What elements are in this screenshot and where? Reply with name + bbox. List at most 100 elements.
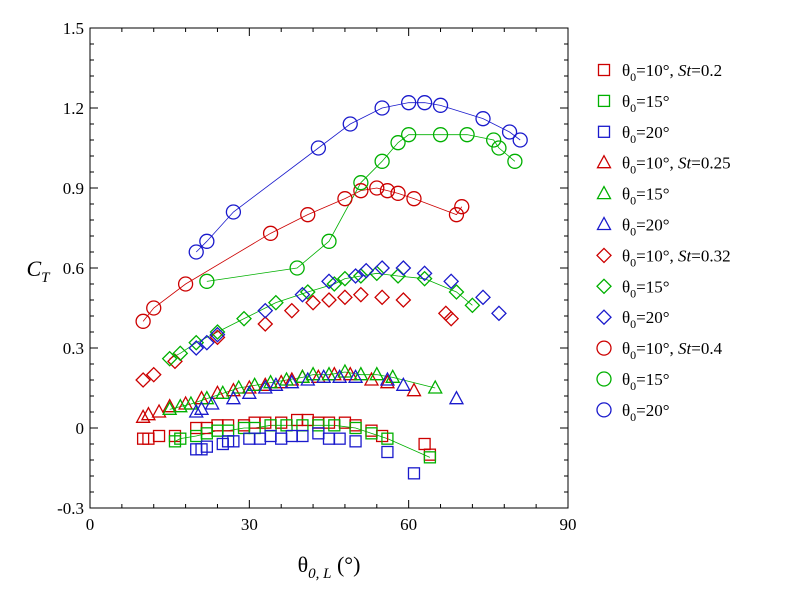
x-tick-label: 90: [560, 515, 577, 534]
data-point: [432, 127, 449, 143]
data-point: [300, 207, 316, 223]
data-point: [432, 97, 449, 113]
data-point: [162, 398, 178, 413]
data-point: [423, 448, 437, 461]
data-point: [328, 419, 341, 432]
x-tick-label: 30: [241, 515, 258, 534]
data-point: [231, 379, 247, 394]
data-point: [257, 302, 274, 319]
data-point: [151, 403, 167, 418]
legend-label-part: =10°,: [636, 61, 678, 80]
data-point: [352, 268, 369, 284]
legend-label: θ0=10°, St=0.4: [622, 339, 723, 362]
data-point: [374, 153, 390, 169]
data-point: [363, 371, 380, 386]
legend-label: θ0=10°, St=0.2: [622, 61, 722, 84]
data-point: [140, 406, 157, 421]
data-point: [227, 435, 240, 448]
data-point: [369, 366, 385, 381]
data-point: [342, 116, 358, 132]
data-point: [374, 100, 390, 116]
data-point: [437, 305, 454, 322]
legend-marker: [596, 185, 612, 200]
y-tick-label: 1.2: [63, 99, 84, 118]
legend-label-part: θ: [622, 401, 630, 420]
legend-label: θ0=20°: [622, 216, 670, 239]
y-axis-title: CT: [26, 256, 51, 286]
legend-entry: θ0=10°, St=0.25: [596, 154, 731, 177]
data-point: [199, 273, 215, 289]
series-11-line: [195, 102, 521, 253]
legend-label: θ0=15°: [622, 185, 670, 208]
data-point: [395, 376, 411, 391]
legend-label-part: θ: [622, 277, 630, 296]
x-tick-label: 60: [400, 515, 417, 534]
data-point: [257, 376, 273, 391]
y-tick-label: 0: [76, 419, 85, 438]
data-point: [349, 421, 362, 435]
legend-label-part: =20°: [636, 308, 669, 327]
data-point: [305, 366, 321, 381]
data-point: [267, 294, 284, 311]
legend-label-part: =10°,: [636, 246, 678, 265]
data-point: [390, 185, 406, 201]
legend-marker: [597, 63, 611, 77]
legend-label-part: 0: [630, 163, 636, 177]
data-point: [193, 400, 210, 415]
data-point: [416, 95, 433, 111]
data-point: [337, 363, 353, 378]
legend-label-part: =15°: [636, 370, 669, 389]
legend-label: θ0=15°: [622, 277, 670, 300]
legend-marker: [596, 340, 612, 356]
legend-label-part: St: [678, 61, 693, 80]
data-point: [390, 135, 406, 151]
x-axis-title-unit: (°): [331, 552, 360, 577]
data-point: [358, 262, 375, 279]
legend-label: θ0=15°: [622, 92, 670, 115]
y-axis-title-symbol: C: [26, 256, 41, 281]
legend-entry: θ0=10°, St=0.2: [597, 61, 722, 84]
data-point: [152, 429, 166, 443]
legend-label-part: 0: [630, 255, 636, 269]
plot-frame: [89, 27, 569, 509]
legend-label-part: =20°: [636, 123, 669, 142]
data-point: [443, 273, 460, 290]
data-point: [188, 244, 204, 260]
series-markers: [135, 95, 528, 480]
legend-marker: [596, 154, 612, 169]
data-point: [300, 371, 316, 386]
x-tick-label: 0: [86, 515, 95, 534]
series-10-circle: [199, 127, 523, 289]
data-point: [135, 408, 151, 423]
data-point: [209, 324, 226, 340]
data-point: [443, 310, 460, 327]
data-point: [285, 429, 298, 443]
data-point: [321, 233, 337, 249]
data-point: [326, 276, 343, 292]
data-point: [161, 350, 178, 367]
data-point: [475, 289, 491, 306]
legend-label-part: θ: [622, 92, 630, 111]
data-point: [416, 265, 433, 282]
data-point: [247, 376, 263, 391]
legend-marker: [596, 247, 612, 264]
legend-marker: [597, 125, 611, 138]
series-9-line: [142, 187, 463, 322]
legend-marker: [596, 216, 612, 231]
data-point: [322, 432, 336, 445]
data-point: [236, 310, 252, 327]
legend-entry: θ0=20°: [596, 308, 670, 331]
data-point: [296, 429, 309, 443]
data-point: [174, 432, 187, 445]
data-point: [321, 292, 337, 308]
legend-label-part: θ: [622, 246, 630, 265]
data-point: [162, 400, 178, 415]
legend-label-part: =20°: [636, 401, 669, 420]
data-point: [448, 390, 465, 405]
legend-marker: [596, 309, 612, 326]
legend-entry: θ0=10°, St=0.4: [596, 339, 723, 362]
legend-label-part: 0: [630, 101, 636, 115]
legend-label-part: θ: [622, 185, 630, 204]
series-1-square: [168, 419, 437, 464]
